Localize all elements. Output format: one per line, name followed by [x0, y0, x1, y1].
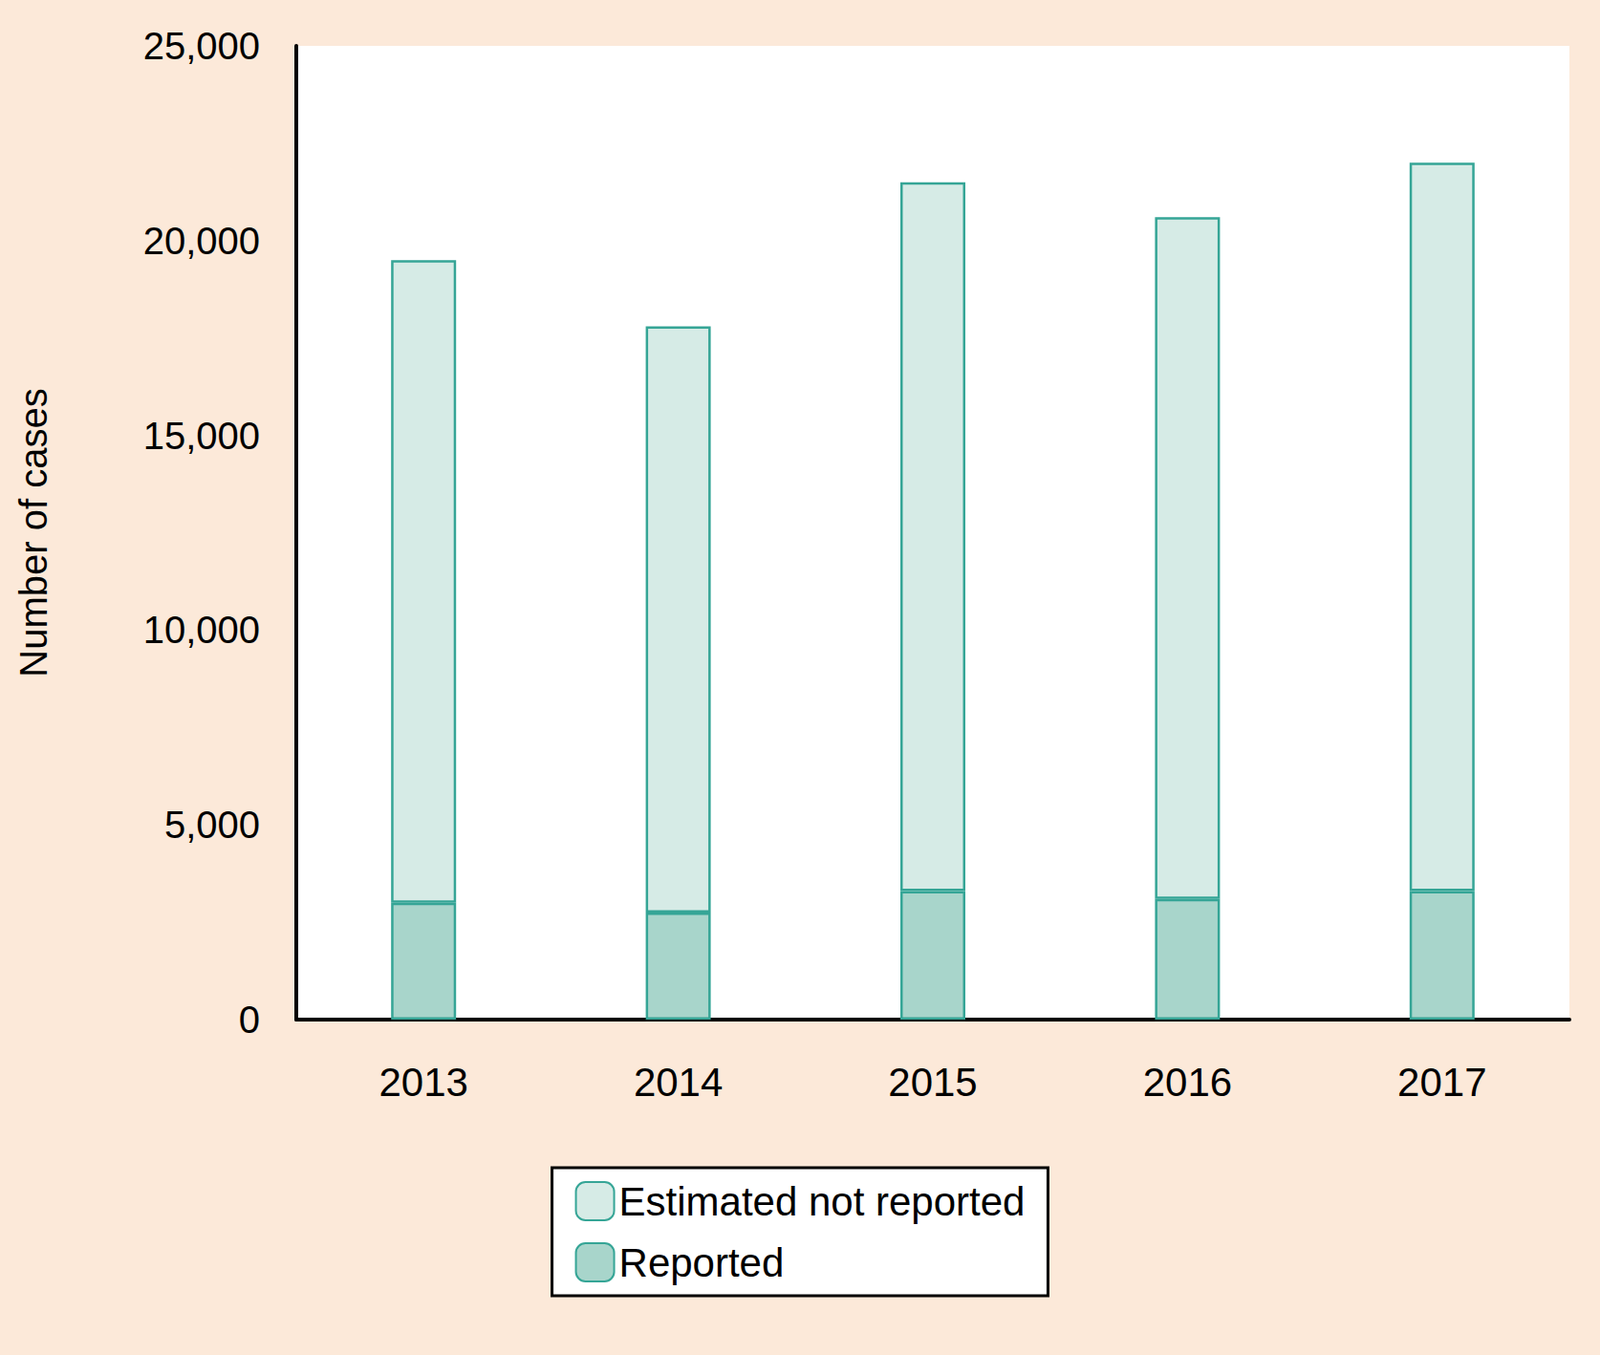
- svg-text:10,000: 10,000: [143, 608, 260, 651]
- svg-text:20,000: 20,000: [143, 219, 260, 262]
- svg-text:2013: 2013: [378, 1059, 468, 1105]
- svg-text:5,000: 5,000: [164, 803, 260, 846]
- svg-text:0: 0: [238, 998, 260, 1041]
- svg-text:Estimated not reported: Estimated not reported: [619, 1179, 1026, 1225]
- svg-text:Number of cases: Number of cases: [12, 388, 55, 677]
- svg-text:2017: 2017: [1397, 1059, 1487, 1105]
- svg-text:15,000: 15,000: [143, 414, 260, 457]
- svg-text:2015: 2015: [887, 1059, 977, 1105]
- svg-text:Reported: Reported: [619, 1240, 785, 1286]
- svg-text:2016: 2016: [1143, 1059, 1233, 1105]
- svg-text:2014: 2014: [633, 1059, 723, 1105]
- svg-text:25,000: 25,000: [143, 24, 260, 67]
